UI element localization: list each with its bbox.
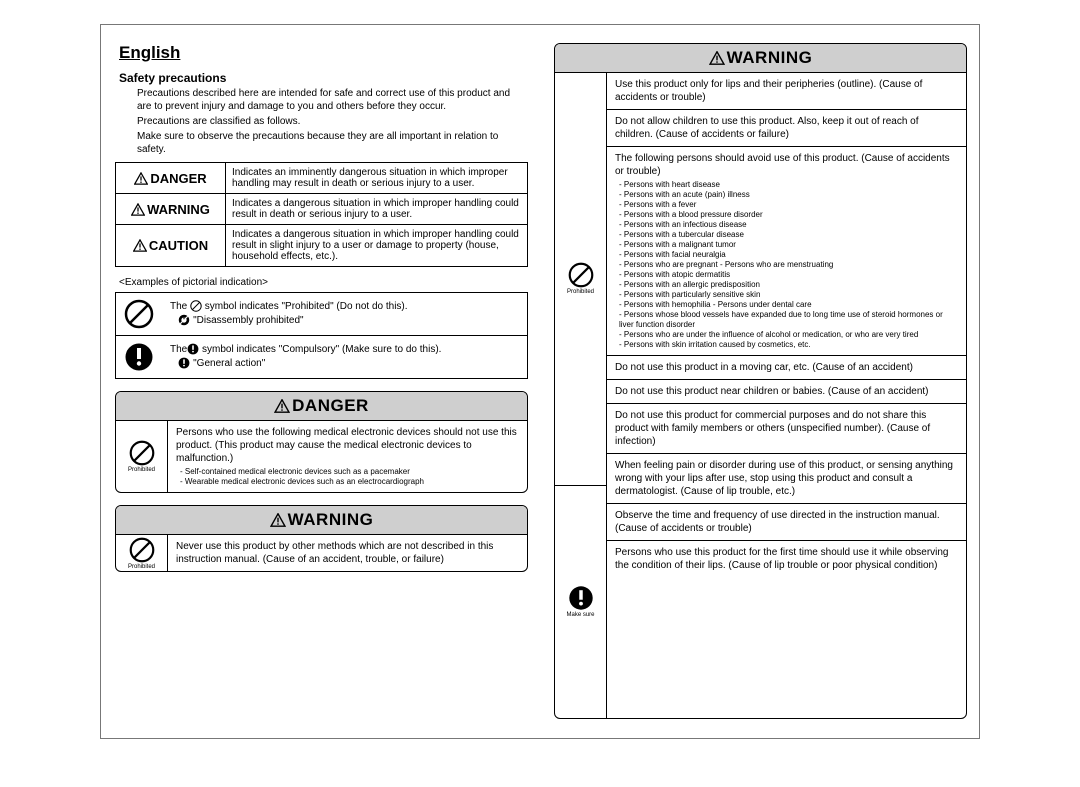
warning-desc: Indicates a dangerous situation in which… bbox=[226, 194, 528, 225]
examples-label: <Examples of pictorial indication> bbox=[119, 277, 528, 288]
left-column: English Safety precautions Precautions d… bbox=[101, 25, 540, 738]
sub-item: Persons with atopic dermatitis bbox=[619, 270, 958, 280]
compulsory-icon bbox=[568, 585, 594, 611]
caution-label-cell: CAUTION bbox=[116, 225, 226, 267]
sub-item: Persons who are pregnant - Persons who a… bbox=[619, 260, 958, 270]
sub-item: Persons who are under the influence of a… bbox=[619, 330, 958, 340]
danger-label: DANGER bbox=[150, 171, 206, 186]
warning-row: Use this product only for lips and their… bbox=[607, 73, 966, 110]
intro-p3: Make sure to observe the precautions bec… bbox=[137, 130, 524, 156]
sub-item: Persons with a tubercular disease bbox=[619, 230, 958, 240]
sub-item: Self-contained medical electronic device… bbox=[180, 467, 519, 477]
classification-table: DANGER Indicates an imminently dangerous… bbox=[115, 162, 528, 267]
prohibited-icon bbox=[129, 440, 155, 466]
intro-text: Precautions described here are intended … bbox=[137, 87, 524, 156]
sub-item: Persons with a blood pressure disorder bbox=[619, 210, 958, 220]
sub-item: Persons with a fever bbox=[619, 200, 958, 210]
prohibited-caption: Prohibited bbox=[128, 467, 155, 473]
warning-row: Do not use this product in a moving car,… bbox=[607, 356, 966, 380]
right-column: WARNING Prohibited Make sure Use this pr… bbox=[540, 25, 979, 738]
sub-item: Persons with particularly sensitive skin bbox=[619, 290, 958, 300]
sub-item: Persons with hemophilia - Persons under … bbox=[619, 300, 958, 310]
caution-desc: Indicates a dangerous situation in which… bbox=[226, 225, 528, 267]
prohibited-text: The symbol indicates "Prohibited" (Do no… bbox=[162, 293, 528, 336]
pictorial-table: The symbol indicates "Prohibited" (Do no… bbox=[115, 292, 528, 379]
sub-item: Persons with facial neuralgia bbox=[619, 250, 958, 260]
language-heading: English bbox=[119, 43, 528, 63]
prohibited-icon bbox=[568, 262, 594, 288]
sub-item: Persons with a malignant tumor bbox=[619, 240, 958, 250]
prohibited-caption: Prohibited bbox=[567, 289, 594, 295]
warning-row: Do not use this product near children or… bbox=[607, 380, 966, 404]
warning-row: Observe the time and frequency of use di… bbox=[607, 504, 966, 541]
prohibited-caption: Prohibited bbox=[128, 564, 155, 570]
manual-page: English Safety precautions Precautions d… bbox=[100, 24, 980, 739]
sub-item: Persons with an acute (pain) illness bbox=[619, 190, 958, 200]
caution-label: CAUTION bbox=[149, 238, 208, 253]
warning-row: Persons who use this product for the fir… bbox=[607, 541, 966, 577]
prohibited-icon-cell bbox=[116, 293, 163, 336]
sub-item: Persons with skin irritation caused by c… bbox=[619, 340, 958, 350]
prohibited-icon bbox=[129, 537, 155, 563]
warning-row-persons: The following persons should avoid use o… bbox=[607, 147, 966, 356]
makesure-caption: Make sure bbox=[566, 612, 594, 618]
intro-p1: Precautions described here are intended … bbox=[137, 87, 524, 113]
warning-label: WARNING bbox=[147, 202, 210, 217]
compulsory-icon-cell bbox=[116, 336, 163, 379]
warning-row: Do not allow children to use this produc… bbox=[607, 110, 966, 147]
danger-header: DANGER bbox=[116, 392, 527, 421]
warning-header: WARNING bbox=[555, 44, 966, 73]
sub-item: Persons with an infectious disease bbox=[619, 220, 958, 230]
intro-p2: Precautions are classified as follows. bbox=[137, 115, 524, 128]
warning-block-left: WARNING Prohibited Never use this produc… bbox=[115, 505, 528, 572]
section-title: Safety precautions bbox=[119, 71, 524, 85]
prohibited-icon bbox=[124, 299, 154, 329]
sub-item: Wearable medical electronic devices such… bbox=[180, 477, 519, 487]
sub-item: Persons with heart disease bbox=[619, 180, 958, 190]
warning-row: Do not use this product for commercial p… bbox=[607, 404, 966, 454]
sub-item: Persons whose blood vessels have expande… bbox=[619, 310, 958, 330]
warning-row: When feeling pain or disorder during use… bbox=[607, 454, 966, 504]
danger-desc: Indicates an imminently dangerous situat… bbox=[226, 163, 528, 194]
warning-block-right: WARNING Prohibited Make sure Use this pr… bbox=[554, 43, 967, 719]
danger-text: Persons who use the following medical el… bbox=[168, 421, 527, 492]
warning-label-cell: WARNING bbox=[116, 194, 226, 225]
danger-label-cell: DANGER bbox=[116, 163, 226, 194]
sub-item: Persons with an allergic predisposition bbox=[619, 280, 958, 290]
danger-block: DANGER Prohibited Persons who use the fo… bbox=[115, 391, 528, 493]
compulsory-icon bbox=[124, 342, 154, 372]
warning-header: WARNING bbox=[116, 506, 527, 535]
compulsory-text: The symbol indicates "Compulsory" (Make … bbox=[162, 336, 528, 379]
warning-left-text: Never use this product by other methods … bbox=[168, 535, 527, 571]
